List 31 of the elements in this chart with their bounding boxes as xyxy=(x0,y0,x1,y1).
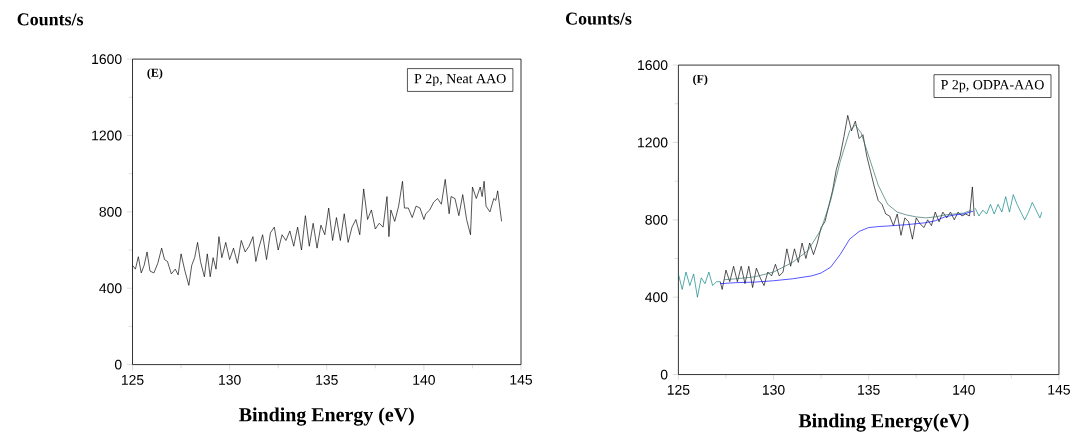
annotation: P 2p, ODPA-AAO xyxy=(941,79,1044,93)
x-tick-label: 145 xyxy=(1048,384,1070,395)
line-series xyxy=(719,210,974,284)
x-tick-label: 125 xyxy=(121,374,144,385)
x-axis-title: Binding Energy (eV) xyxy=(239,407,414,426)
y-tick-label: 400 xyxy=(99,283,122,294)
x-tick-label: 130 xyxy=(219,374,241,385)
annotation: P 2p, Neat AAO xyxy=(414,73,506,86)
x-tick-label: 125 xyxy=(667,384,690,395)
line-series xyxy=(974,194,1043,221)
y-tick-label: 1600 xyxy=(92,54,122,64)
y-axis-title: Counts/s xyxy=(17,13,84,26)
x-tick-label: 140 xyxy=(413,374,435,385)
line-series xyxy=(678,271,721,298)
y-tick-label: 0 xyxy=(114,359,122,370)
annotation: (F) xyxy=(693,74,708,86)
y-tick-label: 0 xyxy=(660,369,668,380)
x-tick-label: 130 xyxy=(762,384,785,395)
x-axis-title: Binding Energy(eV) xyxy=(798,413,969,432)
y-tick-label: 800 xyxy=(645,214,668,225)
x-tick-label: 140 xyxy=(953,384,975,395)
annotation: (E) xyxy=(147,68,163,80)
x-tick-label: 145 xyxy=(510,374,533,385)
y-tick-label: 400 xyxy=(645,292,668,302)
x-tick-label: 135 xyxy=(858,384,880,395)
y-tick-label: 1600 xyxy=(638,60,668,70)
y-axis-title: Counts/s xyxy=(566,12,632,25)
y-tick-label: 800 xyxy=(99,206,122,217)
y-tick-label: 1200 xyxy=(92,130,122,141)
y-tick-label: 1200 xyxy=(638,137,668,148)
x-tick-label: 135 xyxy=(316,374,338,385)
